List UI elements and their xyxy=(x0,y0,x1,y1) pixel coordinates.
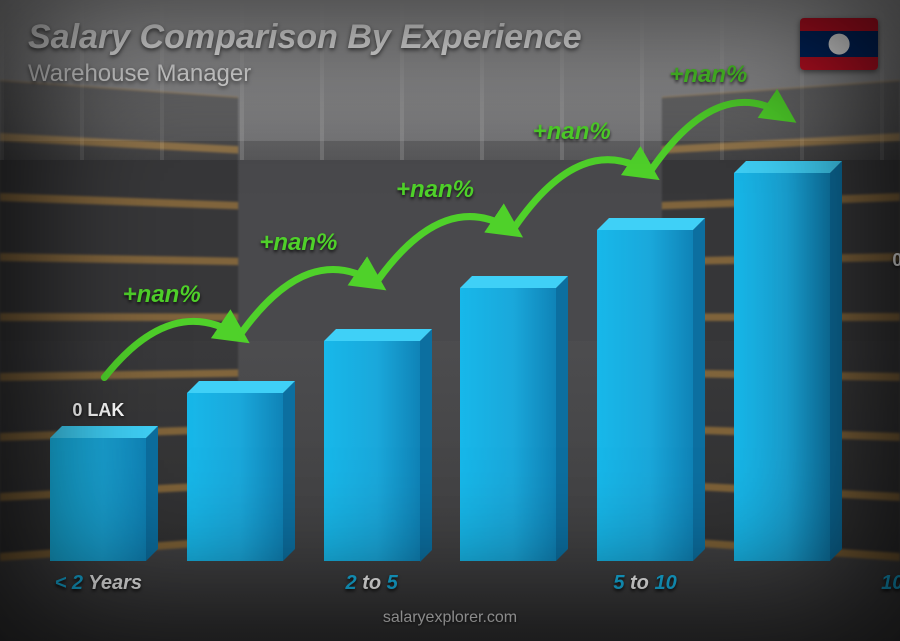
bar-top xyxy=(324,329,432,341)
page-subtitle: Warehouse Manager xyxy=(28,60,251,88)
bar-slot: 0 LAK15 to 20 xyxy=(577,120,714,561)
bar-front xyxy=(50,438,146,561)
growth-label: +nan% xyxy=(123,281,201,309)
bar-front xyxy=(324,341,420,562)
bar-front xyxy=(734,173,830,561)
bar-top xyxy=(597,218,705,230)
bar-slot: 0 LAK2 to 5 xyxy=(167,120,304,561)
bar-side xyxy=(693,218,705,561)
bar-value-label: 0 LAK xyxy=(28,400,168,421)
growth-label: +nan% xyxy=(533,118,611,146)
bar-top xyxy=(187,381,295,393)
flag-stripe-bottom xyxy=(800,57,878,70)
footer-credit: salaryexplorer.com xyxy=(0,609,900,627)
bar-top xyxy=(50,426,158,438)
x-axis-label: 5 to 10 xyxy=(565,572,725,595)
infographic-stage: Salary Comparison By Experience Warehous… xyxy=(0,0,900,641)
bar-slot: 0 LAK20+ Years xyxy=(713,120,850,561)
bar-front xyxy=(597,230,693,561)
bar-side xyxy=(420,329,432,562)
growth-label: +nan% xyxy=(259,229,337,257)
bar-value-label: 0 LAK xyxy=(848,250,900,271)
bar-side xyxy=(830,161,842,561)
bar-top xyxy=(460,276,568,288)
flag-disc xyxy=(829,34,850,55)
x-axis-label: 10 to 15 xyxy=(838,572,900,595)
bar xyxy=(187,393,283,561)
bar-side xyxy=(283,381,295,561)
salary-bar-chart: 0 LAK< 2 Years0 LAK2 to 50 LAK5 to 100 L… xyxy=(30,120,850,561)
growth-label: +nan% xyxy=(396,176,474,204)
bar-front xyxy=(187,393,283,561)
bar xyxy=(324,341,420,562)
flag-laos xyxy=(800,18,878,70)
bar-top xyxy=(734,161,842,173)
x-axis-label: 2 to 5 xyxy=(292,572,452,595)
bar xyxy=(597,230,693,561)
growth-label: +nan% xyxy=(669,61,747,89)
bar-slot: 0 LAK< 2 Years xyxy=(30,120,167,561)
bar xyxy=(734,173,830,561)
bar xyxy=(50,438,146,561)
bar-side xyxy=(556,276,568,561)
page-title: Salary Comparison By Experience xyxy=(28,18,582,57)
bar xyxy=(460,288,556,561)
bar-side xyxy=(146,426,158,561)
bar-front xyxy=(460,288,556,561)
flag-stripe-top xyxy=(800,18,878,31)
x-axis-label: < 2 Years xyxy=(18,572,178,595)
